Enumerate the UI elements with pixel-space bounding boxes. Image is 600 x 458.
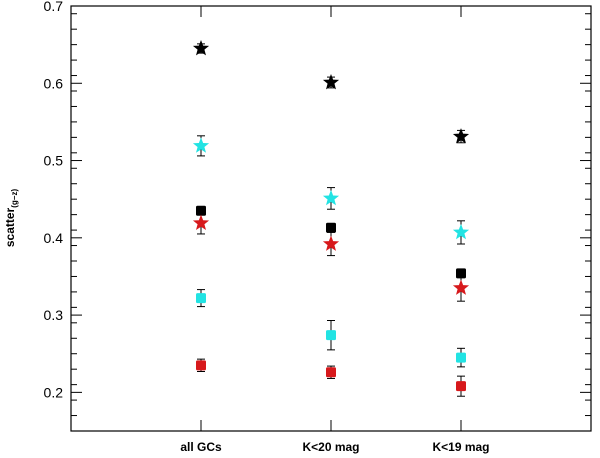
series-red-star	[192, 211, 470, 302]
series-black-square	[196, 205, 466, 279]
series-red-square	[196, 358, 466, 397]
data-marks	[192, 40, 470, 397]
star-marker	[322, 74, 340, 90]
y-axis-title: scatter(g−z)	[3, 189, 19, 248]
x-category-label: K<19 mag	[432, 440, 489, 454]
y-tick-label: 0.4	[44, 230, 64, 246]
y-tick-label: 0.2	[44, 384, 64, 400]
x-category-labels: all GCs K<20 mag K<19 mag	[180, 440, 489, 454]
tick-marks	[71, 5, 591, 432]
square-marker	[456, 381, 466, 392]
series-black-star	[192, 40, 470, 144]
star-marker	[452, 128, 470, 144]
series-cyan-star	[192, 135, 470, 245]
y-tick-label: 0.6	[44, 75, 64, 91]
star-marker	[322, 235, 340, 251]
y-tick-label: 0.5	[44, 153, 64, 169]
y-axis-title-main: scatter	[3, 207, 17, 247]
star-marker	[452, 279, 470, 295]
y-tick-labels: 0.2 0.3 0.4 0.5 0.6 0.7	[44, 0, 64, 400]
star-marker	[452, 223, 470, 240]
star-marker	[192, 137, 210, 153]
square-marker	[326, 367, 336, 378]
square-marker	[456, 268, 466, 279]
square-marker	[326, 222, 336, 233]
y-axis-title-subscript: (g−z)	[10, 189, 19, 208]
square-marker	[196, 293, 206, 304]
square-marker	[196, 360, 206, 371]
y-tick-label: 0.3	[44, 307, 64, 323]
square-marker	[196, 205, 206, 216]
y-tick-label: 0.7	[44, 0, 64, 14]
square-marker	[326, 330, 336, 341]
series-cyan-square	[196, 289, 466, 368]
x-category-label: K<20 mag	[302, 440, 359, 454]
square-marker	[456, 352, 466, 363]
star-marker	[322, 189, 340, 206]
x-category-label: all GCs	[180, 440, 222, 454]
star-marker	[192, 214, 210, 231]
star-marker	[192, 40, 210, 56]
